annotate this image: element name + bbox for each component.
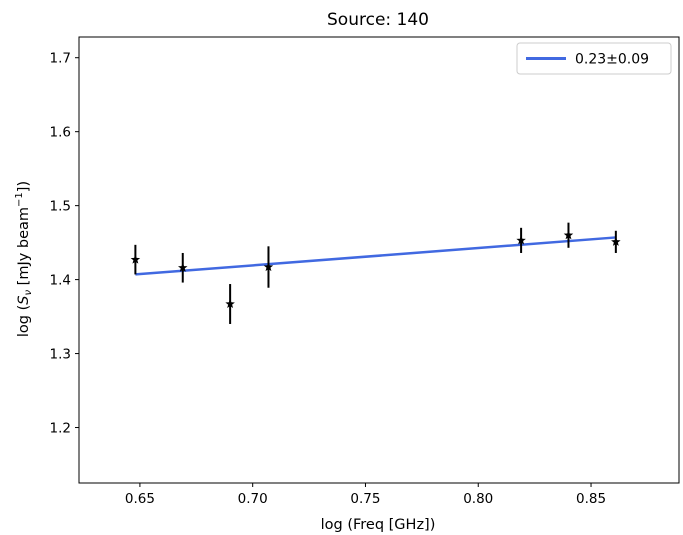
axes: 0.65 0.70 0.75 0.80 0.85 1.2 1.3 1.4 1.5 1.6 1.7: [50, 36, 680, 507]
data-point: [178, 262, 188, 272]
legend: 0.23±0.09: [516, 42, 672, 75]
data-point: [130, 254, 141, 264]
x-tick-label: 0.85: [576, 491, 606, 507]
fit-line: [135, 236, 616, 276]
y-tick-label: 1.4: [50, 273, 71, 289]
legend-box: [516, 42, 672, 75]
y-axis-label: log (Sν [mJy beam−1]): [14, 181, 34, 337]
x-tick-label: 0.75: [350, 491, 380, 507]
y-axis-label-symbol: S: [16, 296, 32, 305]
axes-frame: [78, 36, 680, 484]
y-axis-label-superscript: −1: [14, 192, 25, 207]
data-point: [263, 262, 274, 272]
chart-title: Source: 140: [327, 10, 429, 30]
x-tick-label: 0.65: [125, 491, 155, 507]
y-axis-label-middle: [mJy beam: [16, 207, 32, 290]
y-tick-label: 1.2: [50, 421, 71, 437]
data-point: [225, 299, 235, 309]
data-point: [516, 235, 526, 245]
y-tick-label: 1.5: [50, 199, 71, 215]
data-point: [563, 230, 574, 240]
y-tick-label: 1.3: [50, 347, 71, 363]
plot-area: [130, 222, 621, 324]
data-point: [611, 236, 621, 246]
x-tick-label: 0.80: [463, 491, 493, 507]
legend-label-fit: 0.23±0.09: [575, 52, 649, 68]
y-axis-label-prefix: log (: [16, 305, 32, 337]
y-tick-label: 1.7: [50, 51, 71, 67]
y-axis-label-subscript: ν: [23, 290, 34, 296]
x-axis-label: log (Freq [GHz]): [321, 517, 436, 533]
y-tick-label: 1.6: [50, 125, 71, 141]
x-tick-label: 0.70: [238, 491, 268, 507]
y-axis-label-suffix: ]): [16, 181, 32, 192]
